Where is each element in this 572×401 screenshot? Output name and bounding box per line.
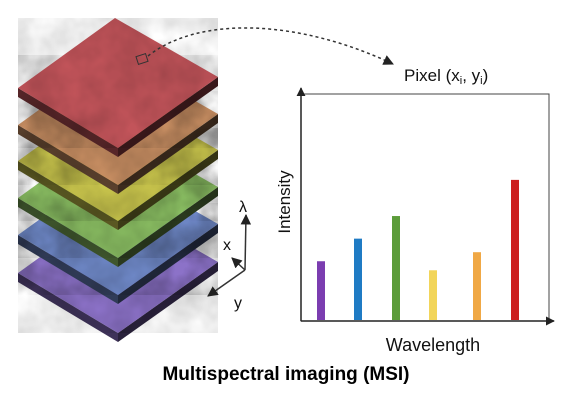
layer-left-face [18, 198, 118, 267]
layer-left-face [18, 125, 118, 194]
layer-right-face [118, 150, 218, 230]
layer-texture [18, 18, 218, 148]
chart-bar [511, 179, 519, 320]
x-axis-label: x [223, 237, 231, 254]
layer-left-face [18, 88, 118, 157]
pixel-marker [135, 53, 149, 65]
intensity-chart: Intensity Wavelength [275, 87, 555, 355]
pixel-label: Pixel (xi, yi) [404, 66, 488, 87]
layer-left-face [18, 235, 118, 304]
layer-right-face [118, 187, 218, 267]
y-axis-arrow [207, 269, 246, 297]
layer-right-face [118, 262, 218, 342]
layer-right-face [118, 224, 218, 304]
pixel-pointer-arrow [147, 27, 394, 65]
spectral-layer-stack [18, 18, 218, 342]
chart-bar [317, 261, 325, 320]
chart-bar [429, 270, 437, 320]
spectral-layer [18, 18, 218, 157]
layer-right-face [118, 77, 218, 157]
layer-left-face [18, 161, 118, 230]
chart-xlabel: Wavelength [386, 335, 480, 355]
chart-bar [392, 216, 400, 320]
chart-bars [317, 179, 519, 320]
figure-caption: Multispectral imaging (MSI) [162, 364, 410, 385]
y-axis-label: y [234, 295, 242, 312]
chart-ylabel: Intensity [275, 170, 294, 234]
chart-bar [354, 238, 362, 320]
coordinate-axes: λ x y [207, 199, 252, 312]
chart-bar [473, 252, 481, 320]
layer-left-face [18, 273, 118, 342]
layer-right-face [118, 114, 218, 194]
x-axis-arrow [231, 257, 246, 271]
lambda-axis-arrow [240, 213, 252, 271]
lambda-axis-label: λ [239, 199, 247, 216]
